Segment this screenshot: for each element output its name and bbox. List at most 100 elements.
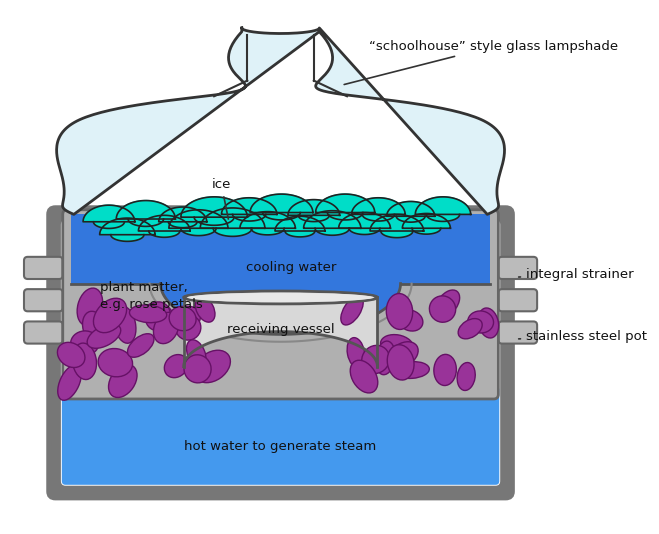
Ellipse shape: [94, 298, 127, 333]
Polygon shape: [149, 231, 180, 237]
Ellipse shape: [169, 306, 200, 331]
Polygon shape: [349, 228, 380, 234]
Ellipse shape: [457, 363, 475, 390]
Polygon shape: [415, 197, 471, 214]
Polygon shape: [362, 214, 395, 221]
Polygon shape: [200, 208, 265, 228]
Ellipse shape: [388, 342, 418, 367]
Ellipse shape: [114, 306, 136, 343]
Ellipse shape: [82, 311, 105, 343]
FancyBboxPatch shape: [62, 386, 500, 485]
Polygon shape: [396, 216, 425, 222]
FancyBboxPatch shape: [24, 289, 63, 311]
Ellipse shape: [184, 291, 378, 304]
Polygon shape: [304, 211, 361, 228]
Ellipse shape: [380, 335, 413, 356]
Polygon shape: [412, 228, 441, 234]
Polygon shape: [251, 228, 284, 235]
Polygon shape: [221, 198, 277, 214]
Polygon shape: [315, 228, 349, 235]
Text: plant matter,
e.g. rose petals: plant matter, e.g. rose petals: [100, 281, 202, 311]
Text: hot water to generate steam: hot water to generate steam: [185, 441, 377, 453]
Polygon shape: [57, 28, 505, 214]
Polygon shape: [352, 198, 405, 214]
Ellipse shape: [127, 334, 154, 357]
Polygon shape: [94, 222, 125, 229]
Ellipse shape: [77, 288, 103, 326]
FancyBboxPatch shape: [63, 210, 498, 399]
Ellipse shape: [434, 355, 456, 386]
Ellipse shape: [98, 349, 132, 377]
Polygon shape: [116, 201, 175, 219]
Ellipse shape: [350, 360, 378, 393]
Ellipse shape: [186, 340, 206, 368]
Ellipse shape: [154, 312, 179, 344]
Text: integral strainer: integral strainer: [519, 268, 634, 281]
Ellipse shape: [58, 365, 81, 400]
Ellipse shape: [478, 308, 499, 338]
FancyBboxPatch shape: [498, 257, 537, 279]
Polygon shape: [181, 228, 216, 235]
Polygon shape: [168, 222, 197, 227]
FancyBboxPatch shape: [498, 321, 537, 343]
Polygon shape: [128, 219, 163, 226]
Polygon shape: [403, 214, 450, 228]
Bar: [71, 214, 490, 284]
Ellipse shape: [468, 311, 494, 333]
Polygon shape: [299, 215, 330, 222]
FancyBboxPatch shape: [498, 289, 537, 311]
FancyBboxPatch shape: [24, 257, 63, 279]
Polygon shape: [184, 297, 378, 367]
Polygon shape: [159, 207, 207, 222]
Ellipse shape: [436, 290, 460, 317]
Ellipse shape: [398, 310, 423, 331]
Ellipse shape: [144, 303, 173, 325]
Polygon shape: [233, 214, 266, 221]
Polygon shape: [381, 231, 413, 238]
Text: stainless steel pot: stainless steel pot: [519, 329, 647, 343]
Ellipse shape: [347, 337, 365, 368]
Polygon shape: [111, 235, 144, 241]
Polygon shape: [426, 214, 459, 222]
Ellipse shape: [71, 331, 99, 356]
Ellipse shape: [376, 341, 395, 375]
Polygon shape: [83, 205, 134, 222]
Polygon shape: [71, 284, 490, 334]
Ellipse shape: [341, 296, 363, 325]
Ellipse shape: [194, 350, 231, 383]
Polygon shape: [181, 197, 247, 217]
Polygon shape: [100, 218, 155, 235]
Polygon shape: [288, 200, 339, 215]
Ellipse shape: [362, 345, 389, 374]
Text: “schoolhouse” style glass lampshade: “schoolhouse” style glass lampshade: [344, 40, 618, 84]
Text: receiving vessel: receiving vessel: [227, 323, 334, 336]
Ellipse shape: [394, 362, 429, 379]
FancyBboxPatch shape: [61, 220, 500, 486]
Polygon shape: [169, 210, 228, 228]
Polygon shape: [138, 215, 190, 231]
FancyBboxPatch shape: [48, 207, 513, 499]
FancyBboxPatch shape: [24, 321, 63, 343]
Text: ice: ice: [212, 178, 231, 219]
Ellipse shape: [175, 315, 201, 340]
Polygon shape: [263, 213, 301, 220]
Polygon shape: [387, 201, 435, 216]
Polygon shape: [328, 213, 363, 220]
Ellipse shape: [195, 297, 215, 322]
Ellipse shape: [129, 305, 167, 323]
Ellipse shape: [164, 355, 188, 378]
Ellipse shape: [458, 319, 482, 339]
Ellipse shape: [184, 355, 211, 383]
Ellipse shape: [187, 293, 374, 302]
Polygon shape: [213, 228, 252, 237]
Polygon shape: [275, 216, 325, 231]
Polygon shape: [250, 194, 313, 213]
Polygon shape: [240, 211, 295, 228]
Ellipse shape: [57, 342, 85, 367]
Ellipse shape: [145, 302, 171, 331]
Polygon shape: [370, 215, 424, 231]
Polygon shape: [285, 231, 315, 237]
Ellipse shape: [386, 294, 413, 329]
Ellipse shape: [109, 365, 137, 397]
Polygon shape: [339, 213, 390, 228]
